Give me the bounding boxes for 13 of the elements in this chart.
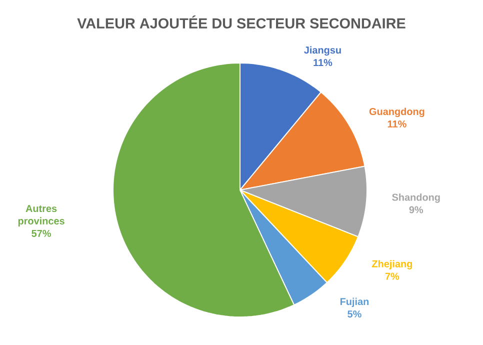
data-label: 11% (388, 120, 406, 128)
data-label: 5% (348, 310, 362, 318)
slice-label: Fujian (340, 298, 369, 308)
chart-title: VALEUR AJOUTÉE DU SECTEUR SECONDAIRE (77, 16, 406, 28)
data-label: 11% (314, 59, 332, 66)
data-label: 7% (385, 272, 400, 280)
slice-label: Zhejiang (372, 260, 412, 270)
data-label: 9% (409, 206, 424, 214)
slice-label: Autres provinces (18, 205, 64, 226)
slice-label: Guangdong (369, 108, 424, 118)
data-label: 57% (32, 230, 51, 237)
slice-label: Shandong (392, 194, 440, 203)
slice-label: Jiangsu (304, 46, 341, 56)
